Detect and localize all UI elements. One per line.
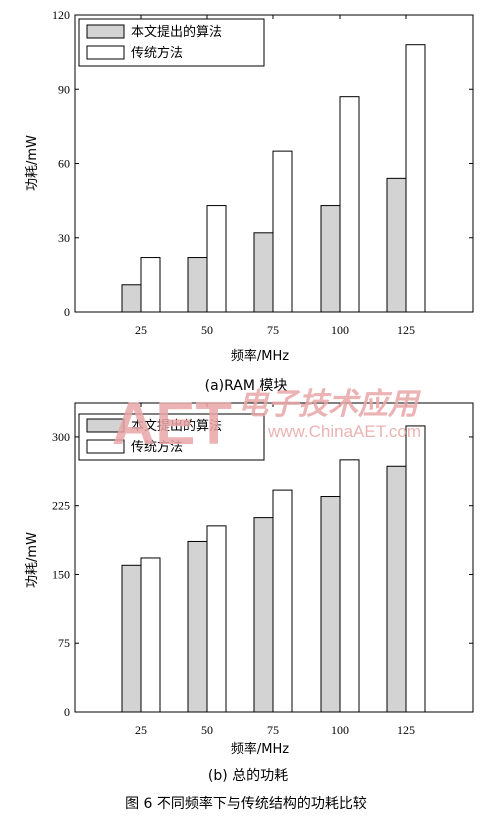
chart-a-bar-s1-100 — [320, 205, 341, 313]
chart-b-bar-s1-50 — [187, 540, 208, 713]
chart-b-bar-s1-100 — [320, 496, 341, 713]
chart-b-xlabel: 频率/MHz — [231, 741, 289, 757]
chart-a-bar-s1-75 — [253, 232, 274, 313]
chart-a-xtick-label-0: 25 — [135, 323, 147, 337]
chart-b-xtick-label-3: 100 — [331, 723, 349, 737]
chart-b-bar-s2-75 — [272, 489, 293, 713]
chart-b-bar-s1-25 — [121, 564, 142, 713]
chart-a-xtick-label-3: 100 — [331, 323, 349, 337]
chart-b-bar-s2-100 — [339, 459, 360, 713]
chart-a-ylabel: 功耗/mW — [25, 135, 40, 191]
chart-b-xtick-label-0: 25 — [135, 723, 147, 737]
chart-b-bar-s2-50 — [206, 525, 227, 713]
chart-b-legend-label-1: 本文提出的算法 — [131, 418, 222, 434]
chart-b-y-ticks: 0 75 150 225 300 — [52, 430, 473, 719]
chart-b-bar-s1-75 — [253, 517, 274, 713]
chart-b-bars — [121, 425, 426, 713]
chart-b-ytick-label-0: 0 — [64, 705, 70, 719]
chart-b-xtick-label-1: 50 — [201, 723, 213, 737]
chart-b-ytick-label-3: 225 — [52, 499, 70, 513]
chart-b-ytick-label-2: 150 — [52, 567, 70, 581]
chart-a-caption: (a)RAM 模块 — [205, 378, 288, 394]
chart-a-bar-s2-50 — [206, 205, 227, 313]
chart-a-ytick-label-2: 60 — [58, 157, 70, 171]
chart-b-legend: 本文提出的算法 传统方法 — [78, 413, 265, 461]
chart-a-bar-s2-75 — [272, 150, 293, 313]
chart-a-ytick-label-4: 120 — [52, 8, 70, 22]
chart-a: 0 30 60 90 120 25 50 75 100 125 功耗/mW 频率/MHz (a)… — [25, 8, 474, 394]
figure-caption: 图 6 不同频率下与传统结构的功耗比较 — [125, 795, 367, 812]
chart-a-bar-s1-125 — [386, 177, 407, 313]
chart-b-legend-label-2: 传统方法 — [131, 439, 183, 455]
chart-a-legend-swatch-1 — [86, 24, 125, 39]
chart-a-y-ticks: 0 30 60 90 120 — [52, 8, 473, 319]
chart-b-legend-swatch-2 — [86, 439, 125, 454]
chart-a-bar-s2-125 — [405, 44, 426, 313]
chart-b-caption: (b) 总的功耗 — [208, 768, 288, 784]
chart-a-bar-s2-100 — [339, 96, 360, 313]
chart-a-xtick-label-4: 125 — [397, 323, 415, 337]
chart-a-xtick-label-2: 75 — [267, 323, 279, 337]
chart-a-bars — [121, 44, 426, 313]
chart-b-ytick-label-4: 300 — [52, 430, 70, 444]
chart-a-ytick-label-0: 0 — [64, 305, 70, 319]
chart-a-ytick-label-1: 30 — [58, 231, 70, 245]
chart-b-legend-swatch-1 — [86, 418, 125, 433]
chart-b-xtick-label-4: 125 — [397, 723, 415, 737]
chart-a-legend-label-1: 本文提出的算法 — [131, 24, 222, 40]
chart-a-legend-swatch-2 — [86, 45, 125, 60]
chart-a-legend-label-2: 传统方法 — [131, 45, 183, 61]
watermark-cn: 电子技术应用 — [238, 387, 422, 422]
chart-a-bar-s2-25 — [140, 257, 161, 313]
chart-b-bar-s2-125 — [405, 425, 426, 713]
watermark: AET 电子技术应用 www.ChinaAET.com — [112, 387, 422, 457]
chart-b-x-ticks: 25 50 75 100 125 — [135, 403, 415, 737]
chart-a-legend: 本文提出的算法 传统方法 — [78, 18, 265, 67]
chart-b-xtick-label-2: 75 — [267, 723, 279, 737]
chart-a-xlabel: 频率/MHz — [231, 348, 289, 364]
watermark-url: www.ChinaAET.com — [267, 422, 421, 441]
chart-b-ytick-label-1: 75 — [58, 636, 70, 650]
chart-b-bar-s1-125 — [386, 465, 407, 713]
chart-a-bar-s1-25 — [121, 284, 142, 313]
chart-b-bar-s2-25 — [140, 557, 161, 713]
chart-a-ytick-label-3: 90 — [58, 82, 70, 96]
chart-b: 0 75 150 225 300 25 50 75 100 125 功耗/mW 频率/MHz (… — [25, 402, 474, 784]
chart-a-xtick-label-1: 50 — [201, 323, 213, 337]
chart-a-bar-s1-50 — [187, 257, 208, 313]
watermark-logo: AET — [112, 390, 232, 457]
chart-b-ylabel: 功耗/mW — [25, 532, 40, 588]
